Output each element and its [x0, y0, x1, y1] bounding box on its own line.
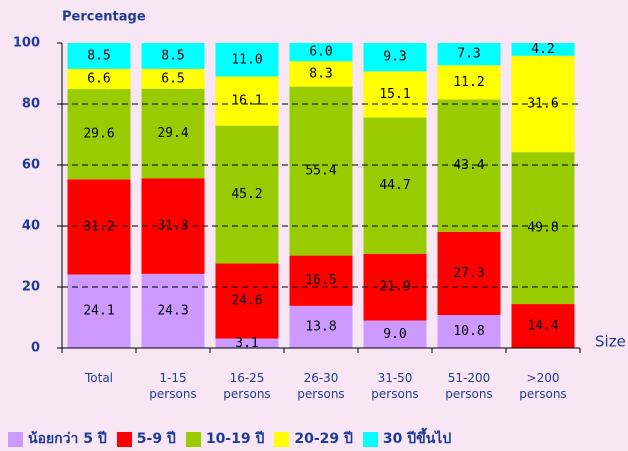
value-label: 24.3 — [157, 303, 188, 318]
y-tick-label: 60 — [22, 158, 40, 173]
legend-swatch — [116, 431, 132, 447]
plot: Percentage Size 0 20 40 60 80 100 24.1 24.3 3.1 1… — [13, 10, 626, 356]
bar-segment — [289, 61, 353, 87]
bar-segment — [67, 179, 131, 275]
y-tick-label: 80 — [22, 97, 40, 112]
value-label: 8.3 — [309, 66, 332, 81]
legend-label: 10-19 ปี — [205, 431, 265, 447]
bar-segment — [437, 99, 501, 232]
bar-segment — [215, 263, 279, 339]
legend-label: น้อยกว่า 5 ปี — [28, 431, 107, 447]
legend-item: 5-9 ปี — [116, 428, 176, 450]
bar-segment — [141, 273, 205, 348]
value-label: 13.8 — [305, 319, 336, 334]
value-label: 43.4 — [453, 158, 484, 173]
value-label: 6.6 — [87, 71, 110, 86]
bar-segment — [511, 304, 575, 348]
value-label: 16.5 — [305, 273, 336, 288]
legend: น้อยกว่า 5 ปี 5-9 ปี 10-19 ปี 20-29 ปี 30 ปี… — [8, 428, 451, 450]
bar-segment — [215, 125, 279, 264]
bar-segment — [363, 320, 427, 348]
value-label: 45.2 — [231, 187, 262, 202]
y-tick-label: 40 — [22, 219, 40, 234]
bar-segment — [289, 43, 353, 62]
x-tick-label: Total — [84, 371, 114, 385]
bar-segment — [289, 255, 353, 306]
y-axis-title: Percentage — [62, 10, 146, 25]
value-label: 49.8 — [527, 221, 558, 236]
legend-label: 5-9 ปี — [136, 431, 176, 447]
x-axis-title: Size — [595, 333, 626, 351]
value-label: 31.3 — [157, 219, 188, 234]
value-label: 11.0 — [231, 52, 262, 67]
bar-segment — [437, 43, 501, 66]
bar-segment — [215, 76, 279, 126]
legend-swatch — [362, 431, 378, 447]
value-label: 11.2 — [453, 75, 484, 90]
x-tick-label: >200 persons — [519, 371, 567, 401]
y-tick-label: 100 — [13, 36, 40, 51]
value-label: 44.7 — [379, 178, 410, 193]
bar-segment — [141, 68, 205, 89]
legend-swatch — [274, 431, 290, 447]
legend-item: 10-19 ปี — [185, 428, 265, 450]
bar-segment — [363, 71, 427, 118]
value-label: 24.1 — [83, 304, 114, 319]
value-label: 31.2 — [83, 219, 114, 234]
value-label: 14.4 — [527, 319, 558, 334]
bar-segment — [289, 86, 353, 256]
legend-item: 20-29 ปี — [274, 428, 353, 450]
value-label: 10.8 — [453, 324, 484, 339]
x-tick-label: 16-25 persons — [223, 371, 271, 401]
legend-item: น้อยกว่า 5 ปี — [8, 428, 107, 450]
bar-segment — [289, 305, 353, 348]
value-label: 15.1 — [379, 87, 410, 102]
legend-item: 30 ปีขึ้นไป — [362, 428, 452, 450]
legend-label: 20-29 ปี — [294, 431, 353, 447]
x-tick-label: 1-15 persons — [149, 371, 197, 401]
value-label: 9.3 — [383, 50, 406, 65]
value-label: 21.9 — [379, 280, 410, 295]
bar-segment — [437, 65, 501, 100]
bar-segment — [437, 315, 501, 348]
x-tick-label: 51-200 persons — [445, 371, 493, 401]
legend-swatch — [185, 431, 201, 447]
value-label: 7.3 — [457, 47, 480, 62]
value-label: 6.5 — [161, 71, 184, 86]
bar-segment — [511, 43, 575, 56]
value-label: 3.1 — [235, 336, 258, 351]
value-label: 24.6 — [231, 294, 262, 309]
value-label: 9.0 — [383, 327, 406, 342]
bar-segment — [67, 68, 131, 90]
value-label: 29.4 — [157, 126, 188, 141]
value-label: 55.4 — [305, 164, 336, 179]
value-label: 29.6 — [83, 127, 114, 142]
bar-segment — [67, 43, 131, 69]
legend-label: 30 ปีขึ้นไป — [382, 431, 452, 447]
x-tick-label: 26-30 persons — [297, 371, 345, 401]
bar-segment — [141, 43, 205, 69]
y-tick-label: 0 — [31, 341, 40, 356]
value-label: 16.1 — [231, 94, 262, 109]
bar-segment — [511, 152, 575, 305]
bar-segment — [437, 231, 501, 316]
y-tick-label: 20 — [22, 280, 40, 295]
x-tick-label: 31-50 persons — [371, 371, 419, 401]
value-label: 4.2 — [531, 42, 554, 57]
legend-swatch — [8, 431, 23, 447]
value-label: 6.0 — [309, 45, 332, 60]
value-label: 8.5 — [161, 48, 184, 63]
value-label: 8.5 — [87, 48, 110, 63]
bar-segment — [363, 43, 427, 72]
bar-segment — [363, 117, 427, 254]
value-label: 31.6 — [527, 97, 558, 112]
value-label: 27.3 — [453, 266, 484, 281]
bar-segment — [215, 43, 279, 77]
bar-segment — [215, 338, 279, 348]
